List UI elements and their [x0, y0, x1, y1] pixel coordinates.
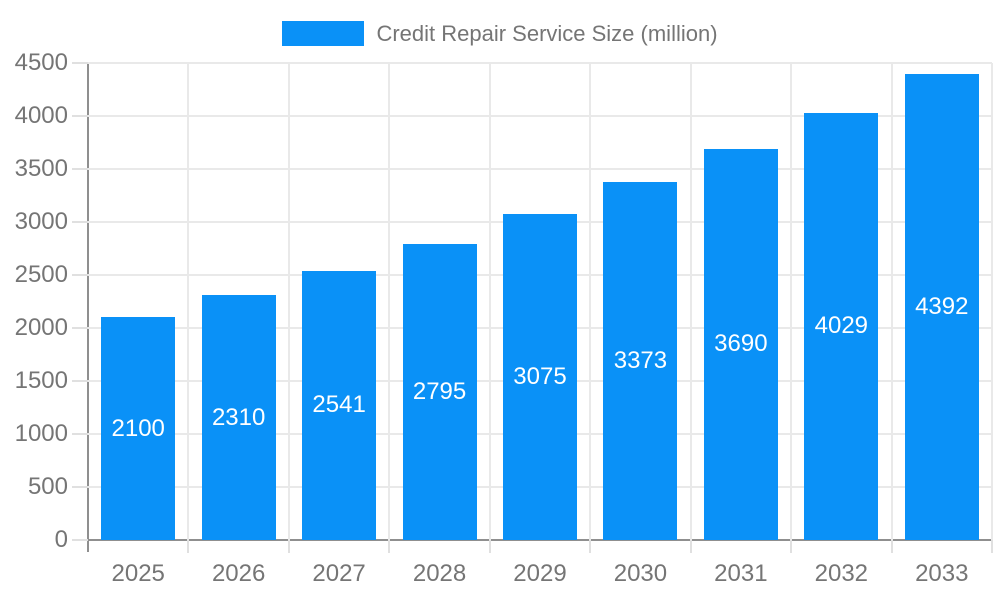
bar-value-label: 4392	[915, 293, 969, 321]
x-axis-tick	[790, 540, 793, 553]
bar-2025[interactable]: 2100	[101, 317, 176, 540]
bar-value-label: 3690	[714, 330, 768, 358]
y-axis-tick	[72, 486, 88, 488]
bar-value-label: 2795	[412, 377, 467, 405]
bar-value-label: 2100	[111, 414, 165, 442]
x-gridline	[488, 63, 491, 540]
x-gridline	[790, 63, 793, 540]
y-tick-label: 1000	[14, 420, 68, 447]
y-gridline	[88, 168, 992, 170]
bar-2027[interactable]: 2541	[302, 270, 377, 540]
x-gridline	[589, 63, 592, 540]
x-axis-tick	[890, 540, 893, 553]
x-tick-label: 2027	[312, 560, 366, 587]
bar-value-label: 3075	[513, 363, 567, 391]
y-tick-label: 1500	[14, 367, 68, 394]
x-axis-line	[88, 539, 992, 541]
bar-2029[interactable]: 3075	[503, 214, 577, 540]
bar-value-label: 2541	[312, 391, 366, 419]
x-axis-tick	[589, 540, 592, 553]
legend-swatch	[282, 21, 365, 46]
x-tick-label: 2030	[613, 560, 668, 587]
y-tick-label: 0	[54, 526, 68, 553]
x-gridline	[187, 63, 190, 540]
x-tick-label: 2033	[915, 560, 969, 587]
bar-value-label: 2310	[211, 403, 266, 431]
bar-2028[interactable]: 2795	[402, 243, 477, 540]
y-gridline	[88, 115, 992, 117]
x-axis-tick	[388, 540, 391, 553]
x-tick-label: 2026	[211, 560, 266, 587]
y-gridline	[88, 62, 992, 64]
plot-area: 2100 2310 2541 2795 3075 3373 3690 4029 4392	[88, 62, 993, 540]
x-gridline	[991, 63, 993, 540]
x-tick-label: 2025	[111, 560, 165, 587]
x-tick-label: 2032	[814, 560, 869, 587]
x-axis-tick	[991, 540, 993, 553]
bar-2031[interactable]: 3690	[703, 148, 778, 540]
x-axis-tick	[689, 540, 692, 553]
y-tick-label: 4500	[14, 49, 68, 76]
y-axis-tick	[72, 380, 88, 382]
bar-2026[interactable]: 2310	[201, 295, 276, 540]
y-axis-tick	[72, 62, 88, 64]
bar-2030[interactable]: 3373	[603, 182, 678, 540]
x-gridline	[890, 63, 893, 540]
x-axis-tick	[488, 540, 491, 553]
x-gridline	[689, 63, 692, 540]
y-axis-tick	[72, 115, 88, 117]
x-axis-tick	[187, 540, 190, 553]
y-axis-tick	[72, 221, 88, 223]
y-tick-label: 3500	[14, 155, 68, 182]
legend-label: Credit Repair Service Size (million)	[376, 21, 718, 46]
y-axis-tick	[72, 327, 88, 329]
y-axis-tick	[72, 168, 88, 170]
bar-2032[interactable]: 4029	[804, 112, 879, 540]
y-tick-label: 2500	[14, 261, 68, 288]
x-tick-label: 2028	[412, 560, 467, 587]
y-tick-label: 4000	[14, 102, 68, 129]
y-tick-label: 3000	[14, 208, 68, 235]
bar-2033[interactable]: 4392	[904, 74, 979, 540]
y-axis-tick	[72, 433, 88, 435]
x-tick-label: 2031	[714, 560, 768, 587]
x-gridline	[287, 63, 290, 540]
legend-item[interactable]: Credit Repair Service Size (million)	[0, 21, 1000, 46]
y-axis-tick	[72, 539, 88, 541]
x-axis-tick	[287, 540, 290, 553]
bar-value-label: 4029	[814, 312, 869, 340]
bar-value-label: 3373	[613, 347, 668, 375]
y-tick-label: 500	[27, 473, 68, 500]
y-axis-tick	[72, 274, 88, 276]
y-axis-line	[87, 63, 89, 552]
x-tick-label: 2029	[513, 560, 567, 587]
x-gridline	[388, 63, 391, 540]
y-tick-label: 2000	[14, 314, 68, 341]
